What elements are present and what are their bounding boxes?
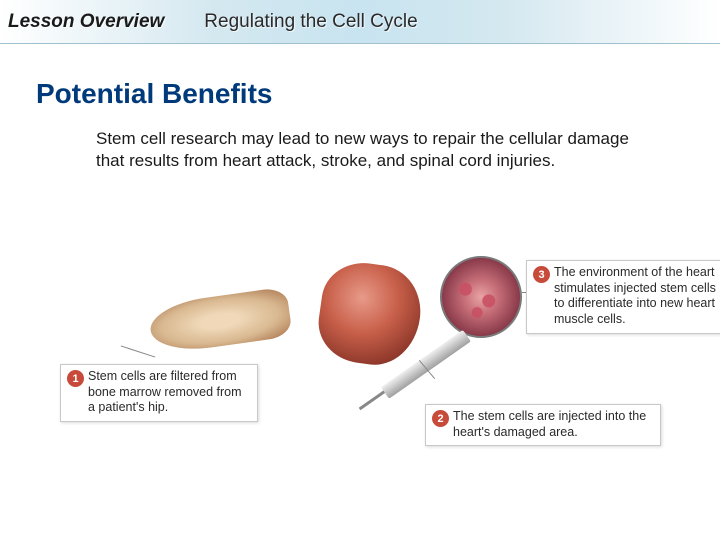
slide-header: Lesson Overview Regulating the Cell Cycl…	[0, 0, 720, 44]
section-title: Potential Benefits	[36, 78, 720, 110]
stem-cell-diagram: 1 Stem cells are filtered from bone marr…	[60, 256, 670, 456]
step-number-badge: 2	[432, 410, 449, 427]
label-connector	[121, 345, 156, 357]
diagram-label-2: 2 The stem cells are injected into the h…	[425, 404, 661, 446]
heart-illustration	[314, 258, 427, 371]
step-text: The environment of the heart stimulates …	[554, 265, 717, 328]
step-text: The stem cells are injected into the hea…	[453, 409, 652, 440]
step-number-badge: 3	[533, 266, 550, 283]
heart-tissue-zoom-illustration	[440, 256, 522, 338]
diagram-label-3: 3 The environment of the heart stimulate…	[526, 260, 720, 334]
step-number-badge: 1	[67, 370, 84, 387]
step-text: Stem cells are filtered from bone marrow…	[88, 369, 249, 416]
section-body: Stem cell research may lead to new ways …	[96, 128, 650, 172]
bone-marrow-illustration	[147, 287, 293, 356]
diagram-label-1: 1 Stem cells are filtered from bone marr…	[60, 364, 258, 422]
lesson-overview-label: Lesson Overview	[8, 11, 164, 33]
lesson-topic: Regulating the Cell Cycle	[204, 11, 417, 33]
